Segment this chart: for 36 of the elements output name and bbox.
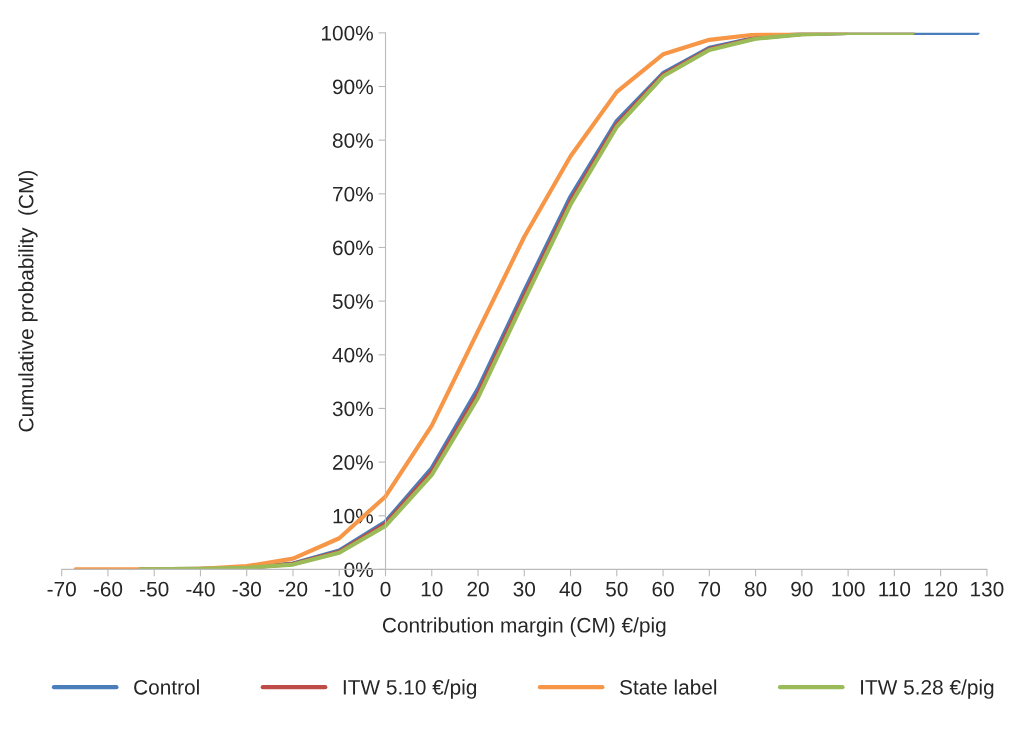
y-tick-label: 80%: [332, 133, 373, 148]
y-tick-label: 40%: [332, 347, 373, 363]
x-axis-title: Contribution margin (CM) €/pig: [382, 617, 666, 637]
y-tick-label: 90%: [332, 79, 373, 95]
legend-label: ITW 5.10 €/pig: [343, 679, 477, 699]
x-tick-label: 40: [559, 581, 582, 597]
x-tick-label: 130: [971, 581, 1004, 597]
y-tick-label: 100%: [322, 25, 373, 41]
y-tick-label: 60%: [333, 240, 373, 256]
x-tick-label: 60: [652, 581, 674, 597]
x-tick-label: 100: [832, 581, 865, 597]
x-tick-label: -40: [186, 581, 215, 597]
y-tick-label: 20%: [333, 455, 373, 470]
x-tick-label: -30: [232, 581, 261, 597]
x-tick-label: -20: [278, 581, 308, 597]
x-tick-label: -10: [325, 581, 354, 597]
x-tick-label: 30: [513, 581, 536, 597]
y-axis-title: Cumulative probability (CM): [18, 171, 38, 432]
x-tick-label: 20: [467, 581, 489, 597]
x-tick-label: 110: [879, 581, 911, 597]
x-tick-label: 120: [924, 581, 958, 597]
x-tick-label: 80: [744, 581, 767, 597]
legend-label: State label: [620, 679, 717, 695]
y-tick-label: 50%: [332, 294, 373, 309]
x-tick-label: -50: [140, 581, 169, 597]
x-tick-label: 70: [698, 581, 721, 597]
x-tick-label: -60: [93, 581, 123, 597]
x-tick-label: 50: [606, 581, 628, 597]
legend-label: ITW 5.28 €/pig: [861, 679, 994, 699]
x-tick-label: -70: [47, 581, 76, 597]
y-tick-label: 70%: [333, 186, 373, 202]
legend-label: Control: [134, 679, 199, 695]
x-tick-label: 90: [791, 581, 813, 597]
x-tick-label: 0: [380, 581, 391, 597]
x-tick-label: 10: [421, 581, 443, 597]
y-tick-label: 30%: [332, 401, 373, 417]
